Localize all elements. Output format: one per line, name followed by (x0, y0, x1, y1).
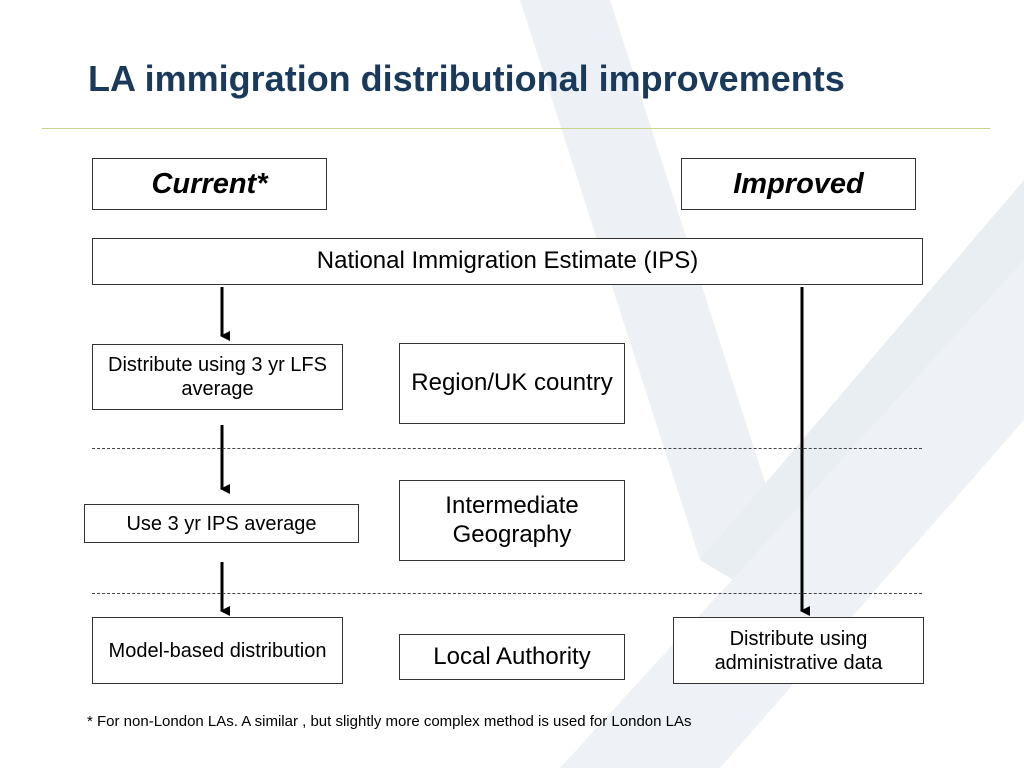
current-header: Current* (92, 158, 327, 210)
region-uk-country-box: Region/UK country (399, 343, 625, 424)
ips-average-box: Use 3 yr IPS average (84, 504, 359, 543)
intermediate-geography-box: Intermediate Geography (399, 480, 625, 561)
footnote: * For non-London LAs. A similar , but sl… (87, 713, 692, 730)
divider-line-2 (92, 593, 922, 594)
national-estimate-box: National Immigration Estimate (IPS) (92, 238, 923, 285)
title-divider (42, 128, 990, 129)
improved-header: Improved (681, 158, 916, 210)
administrative-data-box: Distribute using administrative data (673, 617, 924, 684)
lfs-average-box: Distribute using 3 yr LFS average (92, 344, 343, 410)
model-based-box: Model-based distribution (92, 617, 343, 684)
local-authority-box: Local Authority (399, 634, 625, 680)
divider-line-1 (92, 448, 922, 449)
slide-title: LA immigration distributional improvemen… (88, 58, 845, 99)
